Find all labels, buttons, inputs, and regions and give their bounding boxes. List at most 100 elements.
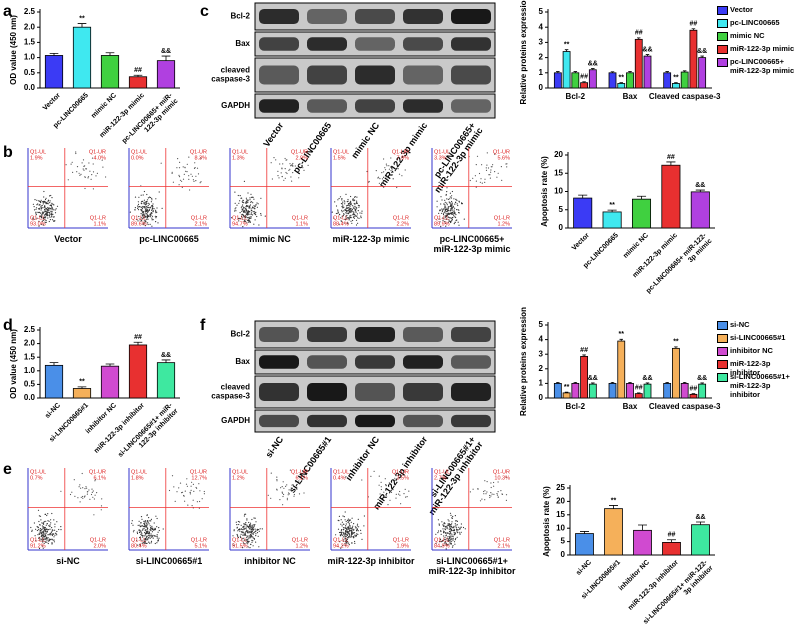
event-dot — [475, 164, 477, 166]
event-dot — [355, 202, 357, 204]
event-dot — [50, 211, 52, 213]
y-tick-label: 3 — [539, 38, 544, 47]
event-dot — [41, 539, 43, 541]
event-dot — [349, 519, 351, 521]
event-dot — [403, 493, 405, 495]
event-dot — [461, 202, 463, 204]
event-dot — [156, 526, 158, 528]
event-dot — [143, 190, 145, 193]
event-dot — [290, 165, 292, 167]
event-dot — [381, 178, 384, 180]
legend-swatch — [717, 321, 728, 330]
event-dot — [153, 208, 155, 210]
event-dot — [36, 529, 39, 532]
event-dot — [442, 219, 444, 221]
event-dot — [129, 211, 131, 213]
event-dot — [151, 535, 153, 537]
y-axis-label: Apoptosis rate (%) — [542, 486, 551, 557]
event-dot — [345, 207, 347, 210]
event-dot — [144, 541, 146, 543]
significance: ** — [609, 202, 615, 209]
event-dot — [49, 202, 51, 204]
error-bar — [573, 71, 578, 73]
event-dot — [298, 177, 300, 179]
event-dot — [42, 535, 44, 537]
event-dot — [49, 219, 52, 221]
event-dot — [198, 483, 200, 485]
event-dot — [244, 513, 246, 516]
event-dot — [144, 530, 146, 532]
event-dot — [394, 479, 396, 481]
event-dot — [454, 201, 457, 204]
event-dot — [105, 176, 107, 178]
y-tick-label: 0 — [561, 550, 566, 559]
event-dot — [179, 482, 182, 484]
event-dot — [450, 221, 452, 223]
blot-band — [403, 8, 443, 25]
event-dot — [75, 151, 77, 153]
event-dot — [136, 531, 138, 533]
legend-label: si-NC — [730, 320, 750, 329]
event-dot — [35, 212, 37, 214]
event-dot — [84, 165, 86, 167]
event-dot — [242, 531, 244, 533]
event-dot — [450, 197, 453, 199]
event-dot — [100, 509, 102, 511]
event-dot — [456, 532, 458, 534]
event-dot — [41, 207, 43, 209]
event-dot — [485, 167, 487, 169]
event-dot — [139, 545, 142, 547]
event-dot — [33, 218, 35, 220]
event-dot — [147, 204, 149, 207]
event-dot — [355, 215, 357, 217]
event-dot — [443, 217, 445, 219]
event-dot — [449, 537, 451, 540]
event-dot — [37, 534, 39, 536]
event-dot — [404, 169, 406, 171]
event-dot — [350, 528, 352, 530]
significance: ** — [611, 497, 617, 504]
event-dot — [348, 542, 350, 544]
event-dot — [241, 218, 243, 220]
event-dot — [440, 203, 442, 205]
event-dot — [147, 539, 149, 541]
event-dot — [49, 539, 51, 542]
event-dot — [151, 199, 153, 201]
y-tick-label: 2.5 — [24, 325, 36, 334]
event-dot — [357, 530, 359, 532]
event-dot — [52, 203, 54, 205]
blot-band — [307, 326, 347, 343]
event-dot — [491, 493, 493, 495]
event-dot — [347, 521, 349, 524]
event-dot — [152, 219, 154, 221]
event-dot — [331, 211, 333, 213]
event-dot — [51, 209, 53, 211]
event-dot — [142, 213, 144, 215]
event-dot — [438, 218, 440, 220]
event-dot — [44, 513, 47, 516]
event-dot — [232, 535, 234, 537]
event-dot — [247, 543, 249, 545]
significance: && — [161, 48, 171, 55]
event-dot — [441, 521, 443, 523]
blot-row-label: GAPDH — [221, 416, 250, 425]
event-dot — [247, 192, 249, 194]
significance: ## — [690, 21, 698, 28]
y-tick-label: 1.5 — [24, 352, 36, 361]
event-dot — [150, 214, 152, 216]
event-dot — [48, 534, 50, 536]
event-dot — [133, 529, 135, 532]
significance: && — [588, 375, 598, 382]
event-dot — [249, 534, 252, 536]
event-dot — [256, 215, 258, 218]
event-dot — [41, 528, 43, 531]
quadrant-percent: 2.7% — [434, 475, 447, 481]
event-dot — [177, 158, 179, 160]
error-bar — [636, 195, 647, 200]
event-dot — [144, 214, 146, 216]
event-dot — [146, 535, 148, 538]
event-dot — [337, 545, 339, 548]
event-dot — [157, 540, 159, 542]
event-dot — [245, 524, 247, 526]
